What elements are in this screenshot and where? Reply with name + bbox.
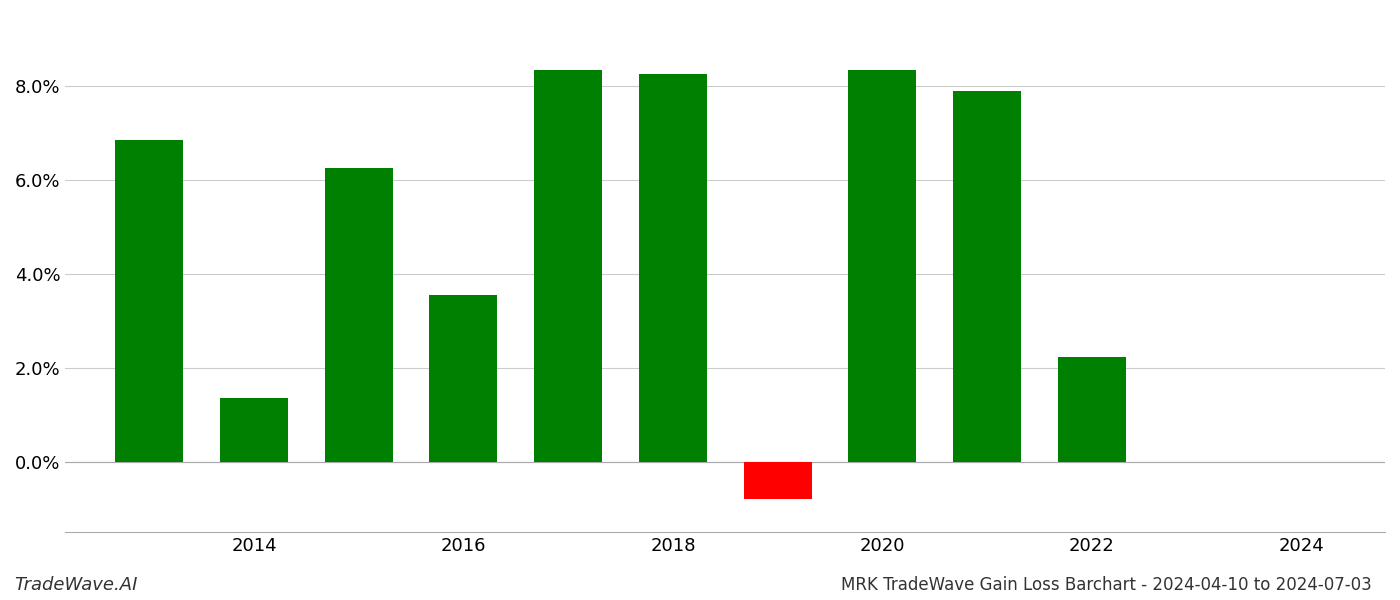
Bar: [848, 70, 917, 461]
Bar: [325, 168, 393, 461]
Bar: [115, 140, 183, 461]
Bar: [430, 295, 497, 461]
Bar: [220, 398, 288, 461]
Bar: [1058, 357, 1126, 461]
Text: TradeWave.AI: TradeWave.AI: [14, 576, 137, 594]
Bar: [743, 461, 812, 499]
Bar: [638, 74, 707, 461]
Bar: [535, 70, 602, 461]
Bar: [953, 91, 1021, 461]
Text: MRK TradeWave Gain Loss Barchart - 2024-04-10 to 2024-07-03: MRK TradeWave Gain Loss Barchart - 2024-…: [841, 576, 1372, 594]
